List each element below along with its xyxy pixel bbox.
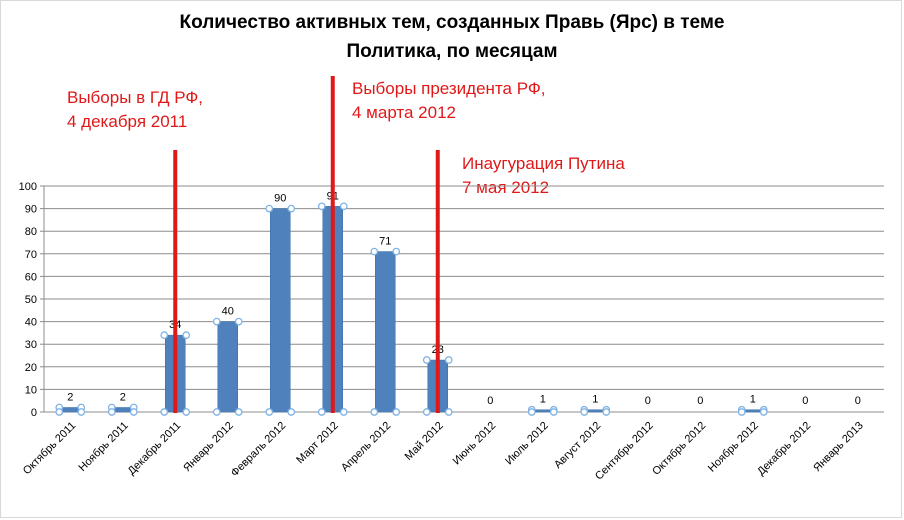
bar <box>60 407 81 413</box>
data-label: 1 <box>540 394 546 406</box>
x-tick-label: Январь 2012 <box>181 420 236 475</box>
data-label: 0 <box>645 395 651 407</box>
bar-marker <box>317 408 326 416</box>
annotation-president-line-1: Выборы президента РФ, <box>352 79 546 98</box>
data-label: 1 <box>750 394 756 406</box>
y-tick-label: 60 <box>25 271 37 283</box>
x-tick-label: Ноябрь 2011 <box>77 420 131 474</box>
x-tick-label: Сентябрь 2012 <box>593 420 656 483</box>
bar-marker <box>265 408 274 416</box>
data-label: 71 <box>379 236 391 248</box>
bar-marker <box>392 247 401 256</box>
x-tick-label: Февраль 2012 <box>229 420 289 480</box>
data-label: 0 <box>487 395 493 407</box>
bar <box>742 409 763 413</box>
bar-marker <box>370 247 379 256</box>
bar <box>270 208 291 413</box>
bar-marker <box>129 408 138 416</box>
bar-marker <box>527 408 536 416</box>
data-label: 2 <box>120 391 126 403</box>
annotation-duma-elections: Выборы в ГД РФ, 4 декабря 2011 <box>67 86 203 134</box>
x-tick-label: Июль 2012 <box>503 420 551 468</box>
annotation-inauguration: Инаугурация Путина 7 мая 2012 <box>462 152 625 200</box>
bar <box>112 407 133 413</box>
x-tick-label: Июнь 2012 <box>451 420 499 468</box>
annotation-president-line-2: 4 марта 2012 <box>352 103 456 122</box>
bar-marker <box>339 202 348 211</box>
data-label: 2 <box>67 391 73 403</box>
bar-marker <box>339 408 348 416</box>
annotation-duma-line-2: 4 декабря 2011 <box>67 112 188 131</box>
annotation-presidential-elections: Выборы президента РФ, 4 марта 2012 <box>352 77 546 125</box>
bar-marker <box>444 356 453 364</box>
bar-marker <box>602 408 611 416</box>
x-tick-label: Апрель 2012 <box>339 420 393 474</box>
x-tick-label: Октябрь 2011 <box>21 420 79 478</box>
bar <box>375 251 396 413</box>
data-label: 90 <box>274 193 286 205</box>
bar <box>532 409 553 413</box>
x-tick-label: Май 2012 <box>403 420 446 463</box>
bar-marker <box>107 408 116 416</box>
bar-marker <box>759 408 768 416</box>
bar-marker <box>370 408 379 416</box>
data-label: 0 <box>855 395 861 407</box>
bar-marker <box>317 202 326 211</box>
bar-marker <box>392 408 401 416</box>
bar <box>585 409 606 413</box>
bar-marker <box>234 408 243 416</box>
y-tick-label: 20 <box>25 362 37 374</box>
annotation-duma-line-1: Выборы в ГД РФ, <box>67 88 203 107</box>
bar-marker <box>287 204 296 213</box>
annotation-inauguration-line-2: 7 мая 2012 <box>462 178 550 197</box>
bar-marker <box>444 408 453 416</box>
data-label: 0 <box>802 395 808 407</box>
y-tick-label: 70 <box>25 249 37 261</box>
bar-marker <box>549 408 558 416</box>
bar-marker <box>234 317 243 326</box>
bar-marker <box>212 408 221 416</box>
bar-marker <box>265 204 274 213</box>
y-tick-label: 80 <box>25 226 37 238</box>
x-tick-label: Январь 2013 <box>811 420 866 475</box>
annotation-inauguration-line-1: Инаугурация Путина <box>462 154 625 173</box>
x-tick-label: Август 2012 <box>552 420 603 471</box>
y-tick-label: 10 <box>25 384 37 396</box>
data-label: 1 <box>592 394 598 406</box>
bar-marker <box>182 408 191 416</box>
x-tick-label: Октябрь 2012 <box>650 420 708 478</box>
y-tick-label: 90 <box>25 204 37 216</box>
bar-marker <box>422 408 431 416</box>
bar-marker <box>160 408 169 416</box>
y-tick-label: 40 <box>25 317 37 329</box>
data-label: 40 <box>222 306 234 318</box>
bar-marker <box>77 408 86 416</box>
x-tick-label: Ноябрь 2012 <box>706 420 761 475</box>
bar-marker <box>182 331 191 340</box>
data-label: 0 <box>697 395 703 407</box>
bar-marker <box>422 356 431 364</box>
x-tick-label: Декабрь 2011 <box>126 420 184 478</box>
bar-marker <box>737 408 746 416</box>
y-tick-label: 0 <box>31 407 37 419</box>
y-tick-label: 50 <box>25 294 37 306</box>
chart-title-line-1: Количество активных тем, созданных Правь… <box>179 12 725 33</box>
bar-marker <box>212 317 221 326</box>
y-tick-label: 100 <box>19 181 37 193</box>
bar-marker <box>580 408 589 416</box>
x-tick-label: Декабрь 2012 <box>755 420 813 478</box>
bar-marker <box>55 408 64 416</box>
x-tick-label: Март 2012 <box>294 420 341 467</box>
bar-marker <box>287 408 296 416</box>
bar-marker <box>160 331 169 340</box>
y-tick-label: 30 <box>25 339 37 351</box>
chart-title-line-2: Политика, по месяцам <box>346 41 558 62</box>
bar <box>217 321 238 413</box>
